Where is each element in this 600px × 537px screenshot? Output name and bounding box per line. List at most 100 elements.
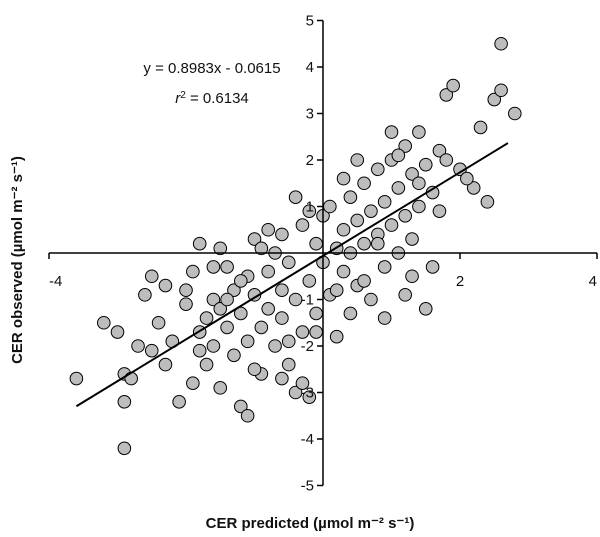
data-point xyxy=(199,357,214,372)
data-point xyxy=(172,395,186,409)
y-tick-label: -4 xyxy=(301,431,314,448)
data-point xyxy=(288,190,303,204)
x-tick-label: -4 xyxy=(49,273,62,290)
data-point xyxy=(179,297,193,311)
data-point xyxy=(288,385,303,400)
data-point xyxy=(398,139,413,153)
data-point xyxy=(117,441,132,456)
data-point xyxy=(275,227,289,242)
data-point xyxy=(275,283,289,298)
y-tick-label: -5 xyxy=(301,478,314,495)
r-squared-annotation: r2 = 0.6134 xyxy=(175,90,249,108)
data-point xyxy=(391,181,406,195)
data-point xyxy=(425,260,440,274)
data-point xyxy=(398,288,413,302)
data-point xyxy=(240,334,255,349)
x-tick-label: 4 xyxy=(589,273,597,290)
data-point xyxy=(199,311,214,325)
y-tick-label: 3 xyxy=(306,106,314,123)
y-tick-label: -1 xyxy=(301,292,314,309)
data-point xyxy=(213,302,228,316)
regression-equation: y = 0.8983x - 0.0615 xyxy=(143,60,280,77)
y-tick-label: 1 xyxy=(306,199,314,216)
data-point xyxy=(439,88,454,102)
data-point xyxy=(432,204,447,218)
data-point xyxy=(350,213,365,228)
data-point xyxy=(158,357,173,372)
data-point xyxy=(124,371,138,386)
data-point xyxy=(357,274,371,288)
data-point xyxy=(192,343,207,358)
data-point xyxy=(158,278,173,293)
data-point xyxy=(343,190,358,204)
data-point xyxy=(309,306,323,321)
data-point xyxy=(336,171,351,186)
data-point xyxy=(418,157,433,172)
data-point xyxy=(473,120,488,135)
data-point xyxy=(405,269,419,284)
data-point xyxy=(336,222,351,237)
data-point xyxy=(343,306,358,321)
data-point xyxy=(138,288,152,302)
data-point xyxy=(377,260,392,274)
trendline xyxy=(75,142,509,408)
y-tick-label: -2 xyxy=(301,338,314,355)
data-point xyxy=(179,283,193,298)
data-point xyxy=(371,236,385,251)
data-point xyxy=(247,232,262,246)
data-point xyxy=(329,329,344,344)
data-point xyxy=(275,311,289,325)
data-point xyxy=(357,236,371,251)
y-tick-label: 5 xyxy=(306,13,314,30)
data-point xyxy=(412,125,426,139)
data-point xyxy=(391,148,406,163)
data-point xyxy=(384,125,399,139)
data-point xyxy=(97,315,111,330)
data-point xyxy=(254,320,269,335)
data-point xyxy=(268,339,282,353)
data-point xyxy=(206,260,221,274)
data-point xyxy=(405,232,419,246)
data-point xyxy=(220,260,234,274)
data-point xyxy=(350,153,365,167)
data-point xyxy=(323,199,337,214)
data-point xyxy=(261,222,276,237)
y-tick-label: 2 xyxy=(306,152,314,169)
data-point xyxy=(117,395,132,409)
data-point xyxy=(281,334,296,349)
data-point xyxy=(336,264,351,279)
data-point xyxy=(144,343,159,358)
data-point xyxy=(261,264,276,279)
data-point xyxy=(220,320,234,335)
data-point xyxy=(275,371,289,386)
data-point xyxy=(186,376,200,391)
data-point xyxy=(412,176,426,191)
data-point xyxy=(405,167,419,181)
data-point xyxy=(69,371,84,386)
data-point xyxy=(302,274,317,288)
data-point xyxy=(213,241,228,256)
data-point xyxy=(288,292,303,307)
data-point xyxy=(281,255,296,270)
data-point xyxy=(302,390,317,404)
data-point xyxy=(460,171,474,186)
y-tick-label: -3 xyxy=(301,385,314,402)
data-point xyxy=(151,315,166,330)
axis-ticks: -5 -4 -3 -2 -1 1 2 3 4 5 -4 2 4 xyxy=(48,13,598,495)
data-point xyxy=(357,176,371,191)
r-squared-superscript: 2 xyxy=(180,90,186,101)
x-tick-label: 2 xyxy=(456,273,464,290)
data-point xyxy=(254,241,269,256)
data-point xyxy=(302,204,317,218)
data-point xyxy=(192,236,207,251)
data-point xyxy=(371,162,385,177)
data-point xyxy=(227,283,241,298)
x-axis-title: CER predicted (µmol m⁻² s⁻¹) xyxy=(206,515,415,532)
data-point xyxy=(377,195,392,209)
data-point xyxy=(110,325,125,339)
data-point xyxy=(220,292,234,307)
data-point xyxy=(240,408,255,423)
data-point xyxy=(309,325,323,339)
data-point xyxy=(329,283,344,298)
